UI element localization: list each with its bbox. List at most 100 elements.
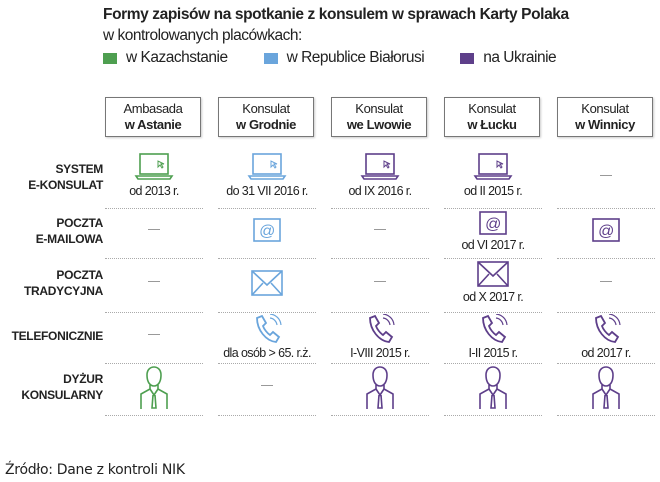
row-label-line2: KONSULARNY xyxy=(21,388,103,402)
column-header-line2: w Winnicy xyxy=(575,117,635,132)
column-header-line1: Konsulat xyxy=(468,101,516,116)
person-icon xyxy=(105,365,203,409)
dash-none xyxy=(600,175,612,176)
cell-text: do 31 VII 2016 r. xyxy=(226,184,308,198)
table-cell xyxy=(218,258,316,312)
table-cell xyxy=(331,258,429,312)
table-cell: I-VIII 2015 r. xyxy=(331,312,429,363)
person-icon xyxy=(444,365,542,409)
legend: w Kazachstanie w Republice Białorusi na Uk… xyxy=(103,49,592,67)
row-label: POCZTA E-MAILOWA xyxy=(0,215,104,247)
column-header: Konsulat we Lwowie xyxy=(331,97,427,137)
envelope-icon xyxy=(218,269,316,297)
laptop-icon xyxy=(105,152,203,182)
table-cell xyxy=(105,363,203,415)
dash-none xyxy=(600,281,612,282)
row-label-line2: E-KONSULAT xyxy=(28,178,103,192)
table-cell: @ xyxy=(218,208,316,258)
row-divider xyxy=(105,415,203,416)
row-divider xyxy=(557,258,655,259)
envelope-icon xyxy=(444,260,542,288)
table-cell xyxy=(331,208,429,258)
column-header-line1: Konsulat xyxy=(581,101,629,116)
svg-text:@: @ xyxy=(485,216,501,233)
table-cell: od IX 2016 r. xyxy=(331,150,429,208)
row-divider xyxy=(331,208,429,209)
table-cell: od 2017 r. xyxy=(557,312,655,363)
table-cell: od X 2017 r. xyxy=(444,258,542,312)
table-cell: dla osób > 65. r.ż. xyxy=(218,312,316,363)
table-cell: do 31 VII 2016 r. xyxy=(218,150,316,208)
chart-subtitle: w kontrolowanych placówkach: xyxy=(103,27,302,44)
column-header-line2: w Łucku xyxy=(467,117,517,132)
laptop-icon xyxy=(331,152,429,182)
row-label-line1: TELEFONICZNIE xyxy=(11,328,104,343)
cell-text: I-II 2015 r. xyxy=(468,346,518,360)
row-label: SYSTEM E-KONSULAT xyxy=(0,161,103,193)
chart-title: Formy zapisów na spotkanie z konsulem w … xyxy=(103,6,569,23)
phone-icon xyxy=(444,314,542,344)
dash-none xyxy=(261,385,273,386)
row-divider xyxy=(331,415,429,416)
dash-none xyxy=(148,229,160,230)
person-icon xyxy=(331,365,429,409)
table-cell: @ od VI 2017 r. xyxy=(444,208,542,258)
column-header-line1: Ambasada xyxy=(123,101,183,116)
row-divider xyxy=(218,208,316,209)
row-divider xyxy=(218,363,316,364)
column-header: Ambasada w Astanie xyxy=(105,97,201,137)
dash-none xyxy=(374,229,386,230)
row-divider xyxy=(444,312,542,313)
table-cell: od II 2015 r. xyxy=(444,150,542,208)
person-icon xyxy=(557,365,655,409)
table-cell: od 2013 r. xyxy=(105,150,203,208)
laptop-icon xyxy=(218,152,316,182)
column-header: Konsulat w Łucku xyxy=(444,97,540,137)
row-label-line1: POCZTA xyxy=(56,268,103,282)
phone-icon xyxy=(557,314,655,344)
row-label: POCZTA TRADYCYJNA xyxy=(0,267,103,299)
column-header-line2: we Lwowie xyxy=(346,117,412,132)
dash-none xyxy=(148,281,160,282)
row-divider xyxy=(444,415,542,416)
row-divider xyxy=(444,208,542,209)
row-label-line2: E-MAILOWA xyxy=(35,232,104,246)
table-cell xyxy=(331,363,429,415)
row-divider xyxy=(557,208,655,209)
table-cell xyxy=(557,363,655,415)
table-cell xyxy=(218,363,316,415)
legend-item: na Ukrainie xyxy=(460,49,557,67)
legend-label: na Ukrainie xyxy=(483,49,557,66)
cell-text: od 2013 r. xyxy=(129,184,179,198)
column-header-line1: Konsulat xyxy=(242,101,290,116)
legend-swatch xyxy=(263,52,278,64)
table-cell xyxy=(105,312,203,363)
phone-icon xyxy=(331,314,429,344)
row-label: TELEFONICZNIE xyxy=(0,328,104,344)
table-cell xyxy=(105,258,203,312)
row-divider xyxy=(331,363,429,364)
row-label: DYŻUR KONSULARNY xyxy=(0,371,103,403)
phone-icon xyxy=(218,314,316,344)
row-label-line1: DYŻUR xyxy=(63,372,103,386)
row-divider xyxy=(557,363,655,364)
row-label-line2: TRADYCYJNA xyxy=(23,284,103,298)
cell-text: od 2017 r. xyxy=(581,346,631,360)
svg-text:@: @ xyxy=(259,223,275,240)
table-cell: I-II 2015 r. xyxy=(444,312,542,363)
column-header-line2: w Astanie xyxy=(124,117,182,132)
dash-none xyxy=(148,333,160,335)
row-divider xyxy=(105,258,203,259)
at-icon: @ xyxy=(444,210,542,236)
table-cell xyxy=(557,258,655,312)
row-label-line1: POCZTA xyxy=(56,216,103,230)
legend-label: w Kazachstanie xyxy=(126,49,228,66)
legend-swatch xyxy=(103,52,117,64)
at-icon: @ xyxy=(557,217,655,243)
row-label-line1: SYSTEM xyxy=(55,162,103,176)
column-header: Konsulat w Grodnie xyxy=(218,97,314,137)
column-header-line2: w Grodnie xyxy=(236,117,296,132)
legend-item: w Kazachstanie xyxy=(103,49,228,67)
legend-item: w Republice Białorusi xyxy=(263,49,425,67)
row-divider xyxy=(218,258,316,259)
